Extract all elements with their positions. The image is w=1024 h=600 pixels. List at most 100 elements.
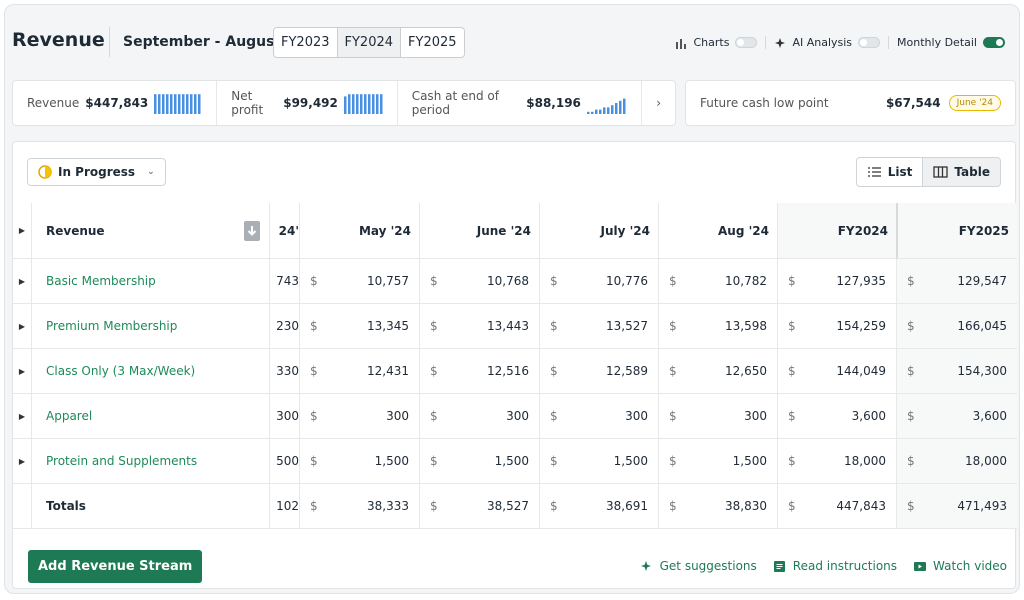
row-name[interactable]: Class Only (3 Max/Week)	[31, 349, 269, 394]
cell-value: 154,300	[957, 364, 1007, 378]
toggle-icon	[775, 37, 786, 48]
cell-value: 154,259	[836, 319, 886, 333]
sparkline	[586, 96, 628, 114]
fy-tab[interactable]: FY2025	[400, 28, 464, 57]
cell: $1,500	[658, 439, 777, 484]
cell-value: 38,691	[606, 499, 648, 513]
cell: $18,000	[777, 439, 896, 484]
cell: $10,757	[299, 259, 419, 304]
value: $67,544	[885, 96, 941, 110]
toggle[interactable]: AI Analysis	[765, 36, 888, 49]
row-name[interactable]: Protein and Supplements	[31, 439, 269, 484]
download-icon	[244, 220, 260, 241]
link[interactable]: Get suggestions	[640, 559, 757, 573]
row-name[interactable]: Basic Membership	[31, 259, 269, 304]
cell-value: 12,431	[367, 364, 409, 378]
cell: $300	[658, 394, 777, 439]
footer: Add Revenue Stream Get suggestions Read i…	[13, 544, 1017, 590]
link[interactable]: Watch video	[913, 559, 1007, 573]
cell: $13,345	[299, 304, 419, 349]
switch[interactable]	[983, 37, 1005, 48]
currency: $	[788, 364, 796, 378]
cell: $154,259	[777, 304, 896, 349]
expand-all[interactable]: ▶	[13, 203, 31, 259]
cell: $13,598	[658, 304, 777, 349]
view-icon	[933, 166, 949, 178]
currency: $	[907, 274, 915, 288]
row-name[interactable]: Premium Membership	[31, 304, 269, 349]
cell-value: 10,768	[487, 274, 529, 288]
cell: $1,500	[539, 439, 658, 484]
view-option[interactable]: Table	[922, 158, 1000, 186]
switch[interactable]	[858, 37, 881, 48]
cell-value: 144,049	[836, 364, 886, 378]
cell-value: 166,045	[957, 319, 1007, 333]
sparkline	[154, 94, 201, 114]
column-header: Aug '24	[658, 203, 777, 259]
column-header: FY2025	[896, 203, 1017, 259]
currency: $	[550, 364, 558, 378]
row-expander[interactable]: ▶	[13, 259, 31, 304]
cell: $38,333	[299, 484, 419, 529]
fy-tabs: FY2023 FY2024 FY2025	[273, 27, 465, 58]
cell-value: 18,000	[965, 454, 1007, 468]
currency: $	[430, 499, 438, 513]
add-button[interactable]: Add Revenue Stream	[28, 550, 203, 583]
row-name: Totals	[31, 484, 269, 529]
link-icon	[640, 560, 651, 571]
link-text[interactable]: Watch video	[933, 559, 1007, 573]
cell-value: 13,598	[725, 319, 767, 333]
cell-value: 127,935	[836, 274, 886, 288]
currency: $	[788, 274, 796, 288]
row-name[interactable]: Apparel	[31, 394, 269, 439]
toggle[interactable]: Charts	[667, 36, 765, 49]
currency: $	[907, 409, 915, 423]
cell-value: 447,843	[836, 499, 886, 513]
row-expander[interactable]: ▶	[13, 439, 31, 484]
toggle[interactable]: Monthly Detail	[888, 36, 1013, 49]
cell: $18,000	[896, 439, 1017, 484]
label: Revenue	[27, 96, 80, 110]
future-cash: Future cash low point $67,544 June '24	[685, 80, 1016, 126]
next-arrow[interactable]: ›	[656, 96, 661, 110]
row-expander[interactable]: ▶	[13, 394, 31, 439]
row-expander[interactable]: ▶	[13, 349, 31, 394]
fy-tab[interactable]: FY2023	[281, 35, 330, 50]
link-text[interactable]: Get suggestions	[659, 559, 757, 573]
cell-value: 3,600	[972, 409, 1007, 423]
cell-value: 1,500	[613, 454, 648, 468]
cell: $127,935	[777, 259, 896, 304]
currency: $	[788, 319, 796, 333]
cell-value: 38,333	[367, 499, 409, 513]
cell: $12,650	[658, 349, 777, 394]
cell-value: 1,500	[732, 454, 767, 468]
cell-value: 10,782	[725, 274, 767, 288]
status-dropdown[interactable]: In Progress ⌄	[27, 158, 166, 186]
cell-value: 12,516	[487, 364, 529, 378]
cell: $12,589	[539, 349, 658, 394]
toggle-label: Monthly Detail	[897, 36, 977, 49]
currency: $	[788, 499, 796, 513]
switch[interactable]	[735, 37, 758, 48]
column-header: FY2024	[777, 203, 896, 259]
currency: $	[550, 499, 558, 513]
summary-item: Revenue $447,843	[13, 81, 218, 125]
row-expander[interactable]: ▶	[13, 304, 31, 349]
currency: $	[310, 319, 318, 333]
link-text[interactable]: Read instructions	[792, 559, 898, 573]
view-option[interactable]: List	[857, 158, 923, 186]
currency: $	[669, 274, 677, 288]
toggle-label: AI Analysis	[792, 36, 853, 49]
cell-value: 300	[625, 409, 648, 423]
currency: $	[430, 364, 438, 378]
header-text: Revenue	[46, 223, 105, 238]
fy-tab[interactable]: FY2024	[336, 28, 401, 57]
cell: $3,600	[777, 394, 896, 439]
cell: $300	[539, 394, 658, 439]
link[interactable]: Read instructions	[773, 559, 897, 573]
value: $99,492	[283, 96, 338, 110]
currency: $	[430, 454, 438, 468]
summary-item: Net profit $99,492	[217, 81, 398, 125]
currency: $	[907, 499, 915, 513]
cell: $38,830	[658, 484, 777, 529]
